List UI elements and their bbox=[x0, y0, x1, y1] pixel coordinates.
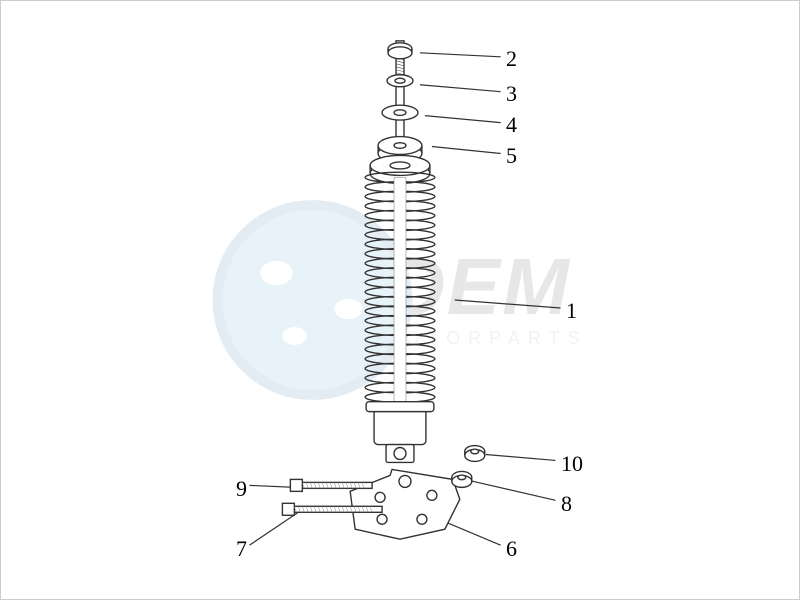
callout-1: 1 bbox=[566, 298, 577, 324]
callout-8: 8 bbox=[561, 491, 572, 517]
callout-10: 10 bbox=[561, 451, 583, 477]
callout-7: 7 bbox=[236, 536, 247, 562]
callout-2: 2 bbox=[506, 46, 517, 72]
callout-5: 5 bbox=[506, 143, 517, 169]
diagram-frame: OEM MOTORPARTS 12345678910 bbox=[0, 0, 800, 600]
callout-4: 4 bbox=[506, 112, 517, 138]
callout-3: 3 bbox=[506, 81, 517, 107]
callout-6: 6 bbox=[506, 536, 517, 562]
callout-9: 9 bbox=[236, 476, 247, 502]
parts-diagram bbox=[1, 1, 799, 599]
